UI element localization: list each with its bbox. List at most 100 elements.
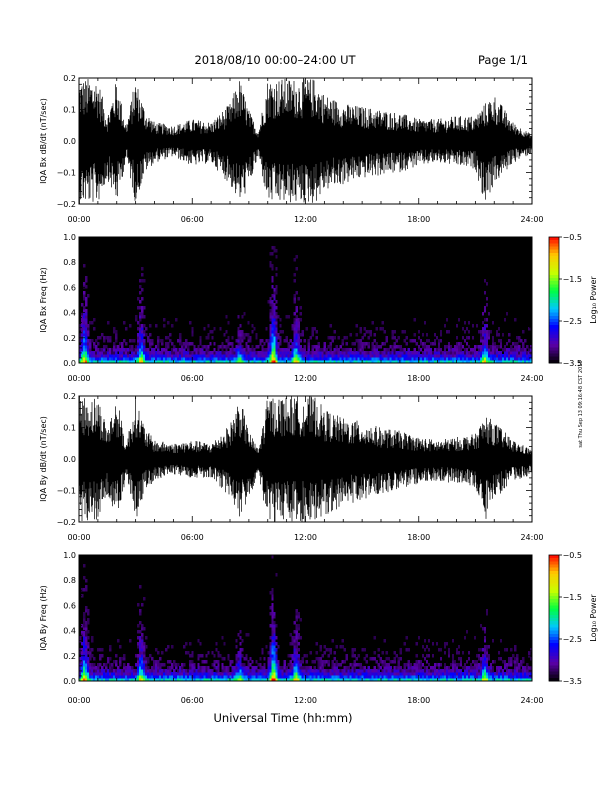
iby_spec-cell (215, 678, 218, 682)
ibx_spec-cell (427, 357, 431, 361)
iby_spec-cell (481, 672, 485, 676)
ibx_spec-cell (197, 351, 200, 355)
ibx_spec-cell (133, 360, 136, 364)
iby_spec-cell (515, 657, 519, 661)
ibx_spec-cell (273, 354, 276, 358)
iby_spec-cell (431, 669, 435, 673)
iby_spec-cell (399, 666, 403, 670)
ibx_spec-cell (387, 354, 390, 358)
ibx_spec-cell (329, 360, 332, 364)
ibx_spec-cell (135, 354, 138, 358)
iby_spec-cell (99, 663, 102, 667)
ibx_spec-cell (145, 354, 148, 358)
iby_spec-y-axis-label: IQA By Freq (Hz) (39, 585, 48, 651)
iby_spec-cell (461, 675, 465, 679)
iby_spec-cell (203, 675, 206, 679)
iby_spec-cell (263, 675, 266, 679)
iby_spec-cell (189, 678, 192, 682)
ibx_spec-cell (447, 342, 451, 346)
ibx_spec-cell (405, 354, 409, 358)
iby_spec-cell (123, 666, 126, 670)
iby_spec-cell (135, 678, 138, 682)
iby_spec-cell (495, 666, 499, 670)
ibx_spec-cell (107, 321, 110, 325)
ibx_spec-cell (361, 348, 364, 352)
ibx_spec-cell (409, 357, 413, 361)
ibx_spec-cell (313, 351, 316, 355)
ibx_spec-cell (383, 330, 386, 334)
iby_spec-cell (299, 666, 302, 670)
iby_spec-cell (361, 675, 364, 679)
iby_spec-cell (241, 666, 244, 670)
ibx_spec-cell (267, 354, 270, 358)
ibx_spec-cell (457, 351, 461, 355)
iby_spec-cell (273, 642, 276, 646)
iby_spec-y-tick-label: 0.4 (63, 627, 76, 636)
ibx_spec-cell (439, 354, 443, 358)
ibx_spec-cell (447, 330, 451, 334)
ibx_spec-cell (217, 345, 220, 349)
iby_spec-cell (119, 669, 122, 673)
ibx_spec-cell (165, 354, 168, 358)
ibx_spec-cell (483, 306, 487, 310)
ibx_spec-cell (99, 336, 102, 340)
ibx_spec-cell (441, 351, 445, 355)
iby_spec-cell (115, 654, 118, 658)
ibx_spec-cell (271, 336, 274, 340)
iby_spec-cell (273, 675, 276, 679)
ibx_spec-cell (483, 360, 487, 364)
iby_spec-cell (263, 678, 266, 682)
ibx_spec-cell (507, 351, 511, 355)
iby_spec-cell (291, 657, 294, 661)
ibx_spec-cell (305, 357, 308, 361)
ibx_spec-cell (483, 327, 487, 331)
ibx_spec-cell (79, 357, 82, 361)
iby_spec-cell (367, 675, 370, 679)
iby_spec-cell (467, 669, 471, 673)
iby_spec-cell (407, 669, 411, 673)
iby_spec-cell (457, 672, 461, 676)
iby_spec-y-tick-label: 0.8 (63, 576, 76, 585)
iby_spec-cell (83, 624, 86, 628)
iby_spec-cell (387, 675, 390, 679)
iby_spec-cell (297, 627, 300, 631)
iby_spec-cell (473, 672, 477, 676)
iby_spec-cell (439, 672, 443, 676)
ibx_spec-cell (467, 354, 471, 358)
ibx_spec-cell (341, 351, 344, 355)
iby_spec-cell (139, 660, 142, 664)
page-title: 2018/08/10 00:00–24:00 UT (194, 53, 356, 67)
ibx_spec-cell (195, 351, 198, 355)
iby_spec-cell (485, 663, 489, 667)
ibx_spec-cell (85, 351, 88, 355)
ibx_spec-cell (509, 345, 513, 349)
ibx_spec-cell (275, 357, 278, 361)
ibx_spec-cell (297, 321, 300, 325)
iby_spec-cell (363, 675, 366, 679)
iby_spec-cell (257, 675, 260, 679)
iby_spec-cell (293, 672, 296, 676)
iby_spec-cell (263, 657, 266, 661)
ibx_spec-x-tick-label: 00:00 (67, 374, 90, 383)
ibx_spec-colorbar-step (549, 243, 559, 247)
iby_spec-cell (217, 672, 220, 676)
iby_spec-cell (403, 666, 407, 670)
ibx_spec-cell (175, 360, 178, 364)
iby_spec-colorbar-step (549, 586, 559, 590)
iby_spec-cell (123, 663, 126, 667)
ibx_spec-cell (219, 345, 222, 349)
ibx_spec-colorbar-step (549, 284, 559, 288)
iby_spec-cell (275, 657, 278, 661)
ibx_spec-cell (479, 339, 483, 343)
iby_spec-cell (95, 675, 98, 679)
iby_spec-cell (149, 672, 152, 676)
ibx_spec-y-tick-label: 0.4 (63, 309, 76, 318)
iby_spec-cell (445, 675, 449, 679)
ibx_spec-cell (83, 294, 86, 298)
iby_spec-cell (235, 672, 238, 676)
ibx_spec-cell (87, 333, 90, 337)
iby_spec-cell (297, 612, 300, 616)
iby_spec-cell (123, 678, 126, 682)
iby_spec-cell (103, 675, 106, 679)
iby_spec-cell (497, 666, 501, 670)
